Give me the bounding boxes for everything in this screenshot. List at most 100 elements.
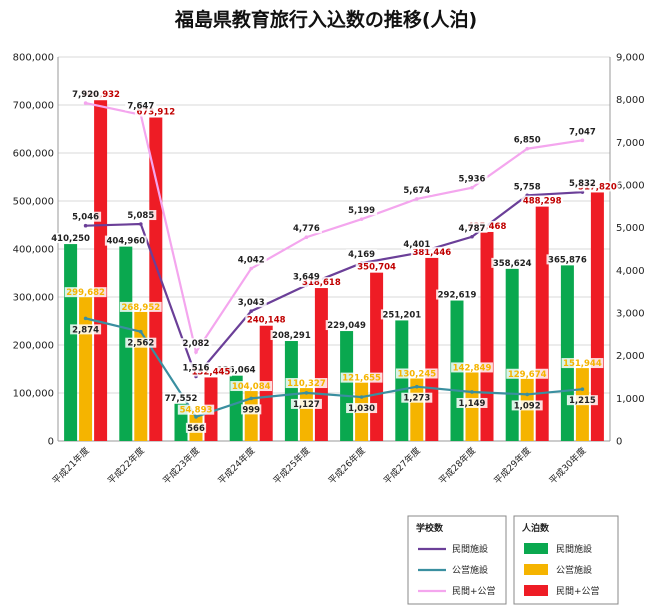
line-point [194,415,198,419]
line-value-label: 7,047 [569,127,596,137]
line-value-label-bg [125,337,157,348]
line-value-label-bg [125,210,157,221]
bar-value-label-bg [380,309,423,320]
bar-value-label-bg [561,358,604,369]
line-value-label: 1,215 [569,396,596,406]
bar [535,206,549,441]
right-tick-label: 7,000 [616,138,645,149]
legend-bar-label: 民間施設 [556,543,592,555]
line-value-label: 999 [242,405,260,415]
bar-value-label: 673,912 [136,108,175,118]
line-value-label: 2,082 [183,339,210,349]
line-point [304,235,309,240]
line-value-label-bg [401,184,433,195]
line-value-label: 1,273 [403,394,430,404]
line-value-label-bg [346,205,378,216]
bar-value-label: 251,201 [382,310,421,320]
line-value-label-bg [511,181,543,192]
line-legend-title: 学校数 [416,522,444,534]
line-value-label: 4,401 [403,240,430,250]
bar [340,331,354,441]
line-value-label: 1,516 [183,363,210,373]
bar-value-label-bg [49,233,92,244]
category-label: 平成24年度 [215,445,257,487]
bar-value-label-bg [325,320,368,331]
line-value-label: 566 [187,424,205,434]
bar-value-label: 132,445 [192,367,231,377]
line-point [415,197,419,201]
line-value-label-bg [125,100,157,111]
bar-value-label: 365,876 [548,255,587,265]
bar-value-label-bg [215,364,258,375]
left-tick-label: 200,000 [13,341,54,352]
left-tick-label: 600,000 [13,149,54,160]
category-labels: 平成21年度 平成22年度 平成23年度 平成24年度 平成25年度 平成26年度 平成27… [50,445,589,487]
line-value-label-bg [235,297,267,308]
line-point [194,350,198,354]
category-label: 平成28年度 [436,445,478,487]
bar [560,265,574,441]
bar-value-label: 130,245 [397,369,436,379]
right-tick-label: 5,000 [616,223,645,234]
line-value-label: 4,787 [459,224,486,234]
line-point [470,390,474,394]
legend-bar-swatch [524,564,548,575]
right-tick-label: 1,000 [616,394,645,405]
category-label: 平成22年度 [105,445,147,487]
right-tick-label: 2,000 [616,351,645,362]
left-tick-label: 0 [48,437,54,448]
bar-value-label: 129,674 [508,370,547,380]
bar-value-label: 104,084 [232,382,271,392]
line-value-label: 5,832 [569,179,596,189]
line-value-label-bg [566,126,598,137]
bar-value-label-bg [270,330,313,341]
line-point [525,146,529,151]
bar-value-label-bg [134,106,177,117]
right-tick-label: 4,000 [616,266,645,277]
bar-value-label-bg [436,289,478,300]
bar [395,320,409,441]
line-value-label: 1,149 [459,399,486,409]
bar-value-label: 208,291 [272,331,311,341]
bar-value-label-bg [546,254,589,265]
category-label: 平成25年度 [270,445,312,487]
legend-line-label: 公営施設 [452,564,488,576]
line-value-label-bg [346,249,378,260]
bar-value-label: 110,327 [287,379,326,389]
bar [590,192,604,441]
bar-value-label: 142,849 [453,363,492,373]
line-value-label: 5,085 [127,211,154,221]
bar [370,272,384,441]
line-point [139,329,143,334]
bar-value-label: 292,619 [438,291,477,301]
right-tick-label: 6,000 [616,181,645,192]
series-line [85,317,583,419]
line-value-label-bg [456,397,488,408]
line-point [304,391,309,395]
line-value-label-bg [456,173,488,184]
line-value-label-bg [70,211,102,222]
line-value-label: 3,649 [293,272,320,282]
bar-value-label-bg [177,404,215,415]
line-point [83,101,88,105]
line-legend-box [407,515,507,605]
line-value-label-bg [401,392,433,403]
line-point [580,138,585,143]
line-value-label-bg [70,324,102,335]
bar-value-label-bg [395,368,438,379]
bar [229,375,243,441]
right-tick-label: 0 [616,437,622,448]
line-value-label: 7,647 [127,102,154,112]
line-value-label: 4,042 [238,256,265,266]
line-value-label: 5,199 [348,206,375,216]
bar [244,391,258,441]
bar [425,257,439,441]
bar-value-label: 318,618 [302,278,341,288]
chart-title: 福島県教育旅行入込数の推移(人泊) [174,8,477,31]
right-tick-label: 3,000 [616,309,645,320]
series-line [85,102,583,355]
bar-value-label: 299,682 [66,288,105,298]
line-point [83,223,88,228]
bar-value-label-bg [506,368,549,379]
bar-value-label-bg [245,314,288,325]
